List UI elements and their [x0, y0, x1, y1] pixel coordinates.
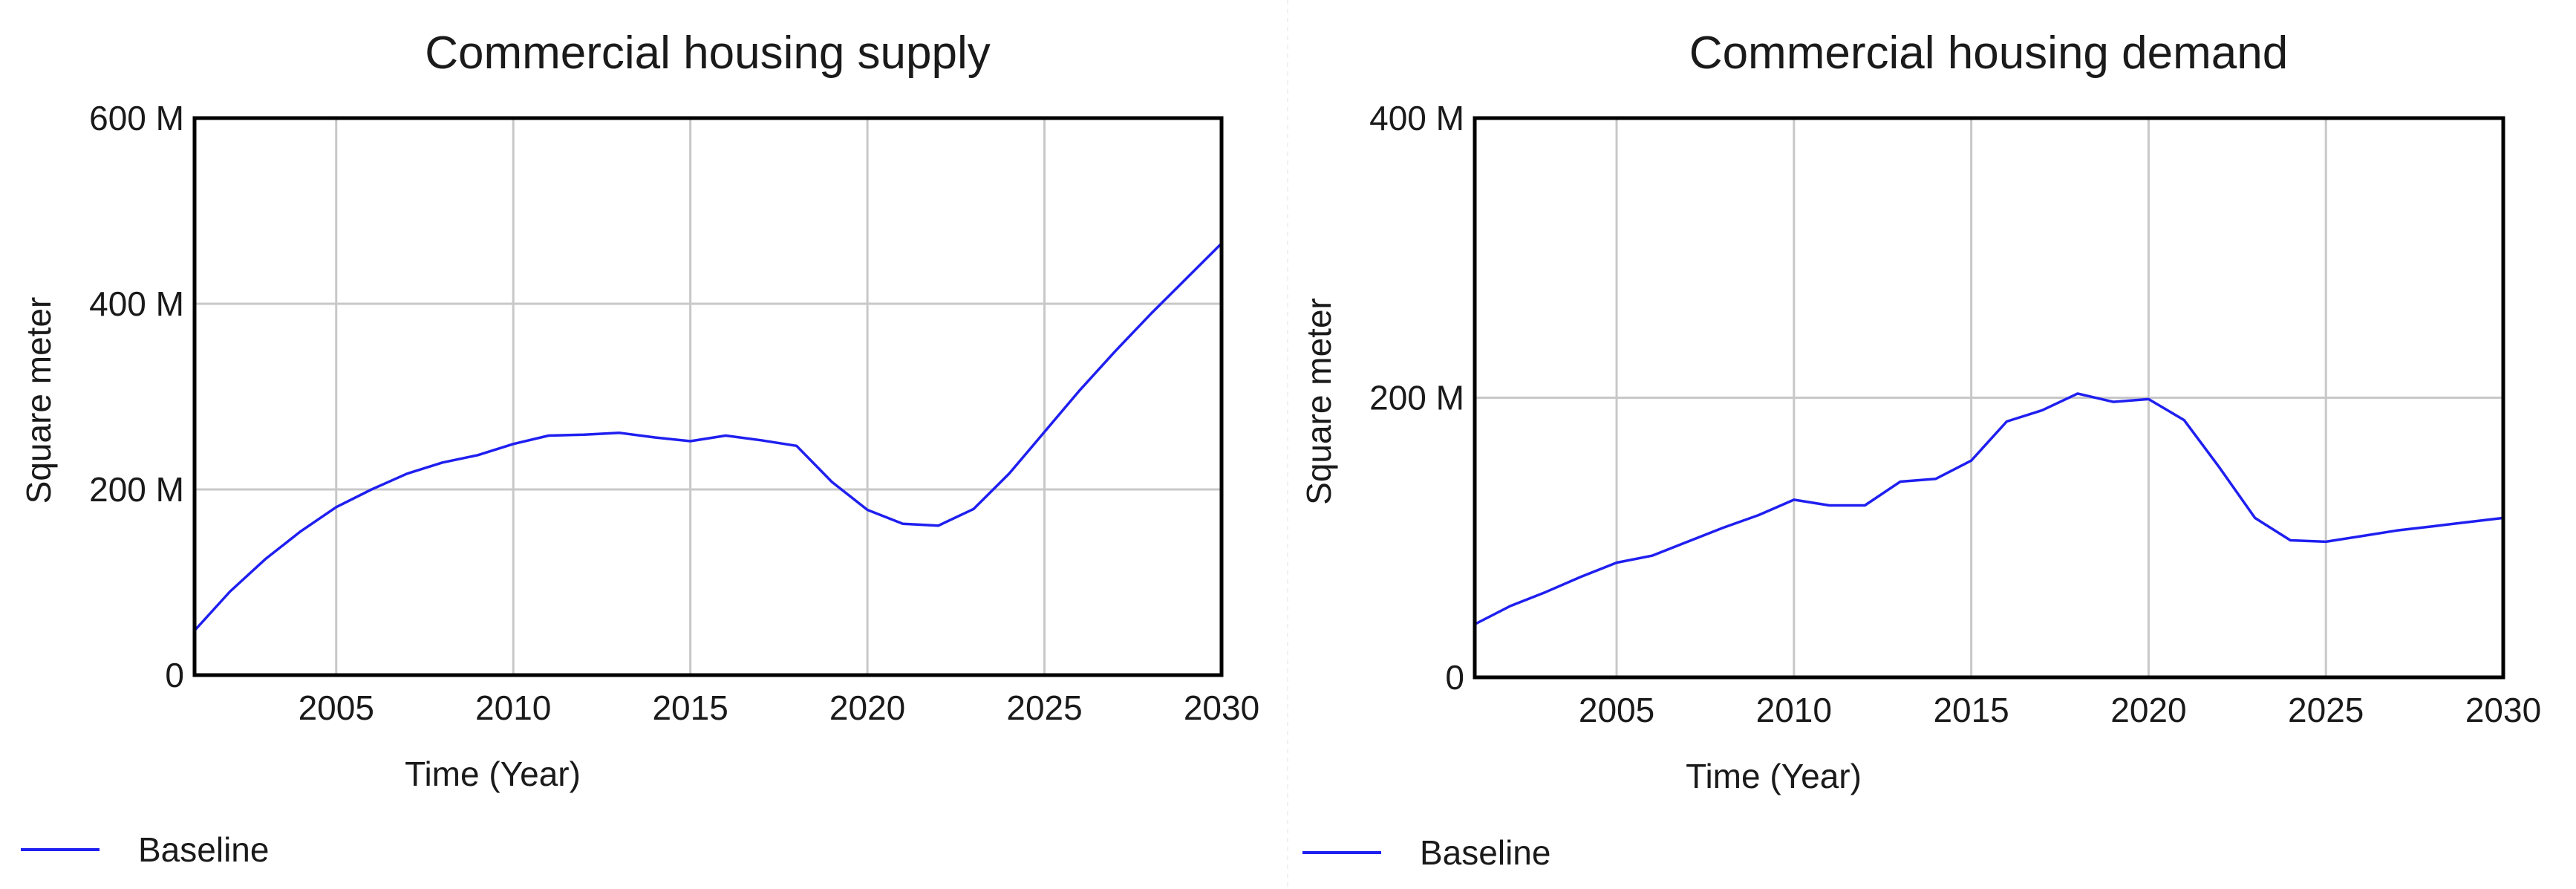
- supply-x-tick-label: 2030: [1184, 688, 1259, 727]
- supply-y-axis-label: Square meter: [19, 297, 58, 504]
- supply-x-tick-label: 2010: [475, 688, 551, 727]
- supply-x-tick-label: 2020: [829, 688, 905, 727]
- demand-x-tick-label: 2025: [2288, 691, 2364, 729]
- supply-y-tick-label: 0: [165, 656, 184, 694]
- demand-x-tick-label: 2030: [2465, 691, 2541, 729]
- supply-series-line-baseline: [193, 242, 1223, 632]
- demand-chart-panel: Commercial housing demand 2005 2010 2015 202…: [1288, 0, 2576, 889]
- supply-x-axis-label: Time (Year): [405, 755, 581, 793]
- supply-y-tick-label: 200 M: [89, 470, 184, 509]
- supply-legend-label: Baseline: [138, 830, 269, 869]
- supply-chart-panel: Commercial housing supply 2005 2010 2015 202…: [19, 27, 1259, 869]
- demand-x-tick-label: 2010: [1756, 691, 1832, 729]
- panel-divider: [1287, 0, 1288, 889]
- demand-x-tick-label: 2015: [1933, 691, 2009, 729]
- demand-x-axis-label: Time (Year): [1686, 757, 1862, 795]
- demand-series-line-baseline: [1474, 392, 2504, 626]
- demand-x-tick-label: 2020: [2110, 691, 2186, 729]
- supply-y-tick-label: 400 M: [89, 284, 184, 323]
- demand-y-tick-label: 400 M: [1369, 99, 1464, 137]
- supply-x-tick-label: 2025: [1006, 688, 1082, 727]
- demand-y-tick-label: 0: [1445, 658, 1464, 697]
- supply-x-tick-label: 2005: [299, 688, 374, 727]
- demand-y-axis-label: Square meter: [1300, 298, 1338, 505]
- demand-chart: Commercial housing demand 2005 2010 2015 202…: [1300, 27, 2541, 872]
- supply-chart-title: Commercial housing supply: [425, 27, 991, 79]
- supply-plot-frame: [192, 116, 1224, 677]
- supply-chart: Commercial housing supply 2005 2010 2015 202…: [19, 27, 1259, 869]
- supply-y-tick-label: 600 M: [89, 99, 184, 137]
- demand-legend-label: Baseline: [1420, 833, 1551, 872]
- demand-x-tick-label: 2005: [1579, 691, 1654, 729]
- demand-plot-frame: [1473, 116, 2505, 680]
- supply-x-tick-label: 2015: [652, 688, 728, 727]
- demand-y-tick-label: 200 M: [1369, 379, 1464, 417]
- demand-chart-title: Commercial housing demand: [1689, 27, 2288, 79]
